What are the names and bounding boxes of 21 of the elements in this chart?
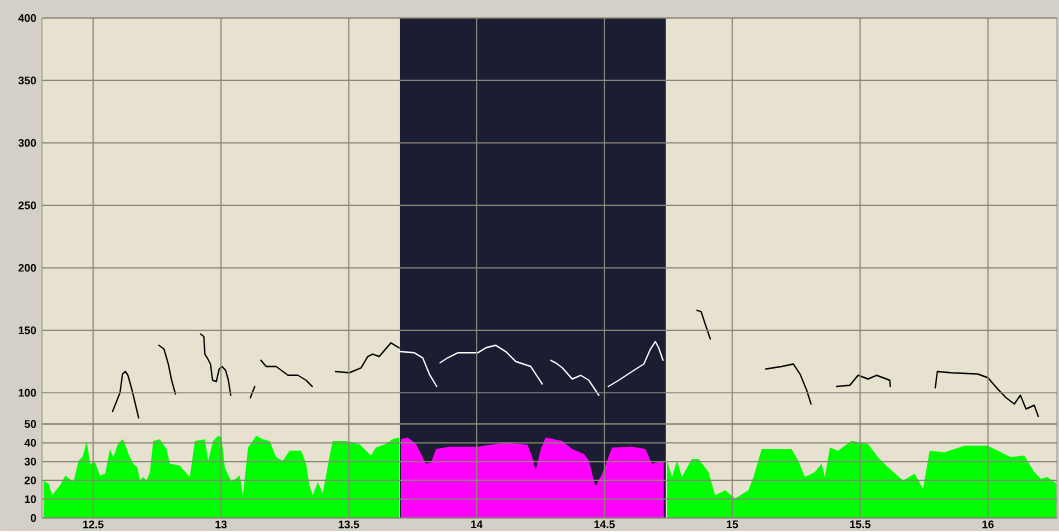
y-tick-label: 400 — [18, 14, 37, 23]
x-tick-label: 16 — [982, 520, 994, 529]
x-tick-label: 14.5 — [594, 520, 615, 529]
y-tick-label: 10 — [24, 495, 37, 504]
y-tick-label: 300 — [18, 139, 37, 147]
y-tick-label: 150 — [18, 326, 37, 335]
y-tick-label: 350 — [18, 76, 37, 85]
x-tick-label: 13 — [215, 520, 227, 529]
y-tick-label: 40 — [24, 439, 37, 447]
y-tick-label: 30 — [24, 457, 37, 466]
x-tick-label: 14 — [471, 520, 483, 529]
y-tick-label: 0 — [30, 514, 37, 523]
x-tick-label: 12.5 — [83, 520, 104, 529]
y-tick-label: 200 — [18, 264, 37, 272]
x-tick-label: 13.5 — [338, 520, 360, 529]
y-tick-label: 50 — [24, 420, 37, 429]
x-tick-label: 15 — [726, 520, 739, 529]
x-tick-label: 15.5 — [850, 520, 871, 529]
y-tick-label: 250 — [18, 201, 37, 210]
y-tick-label: 100 — [18, 389, 37, 397]
y-tick-label: 20 — [24, 476, 37, 485]
